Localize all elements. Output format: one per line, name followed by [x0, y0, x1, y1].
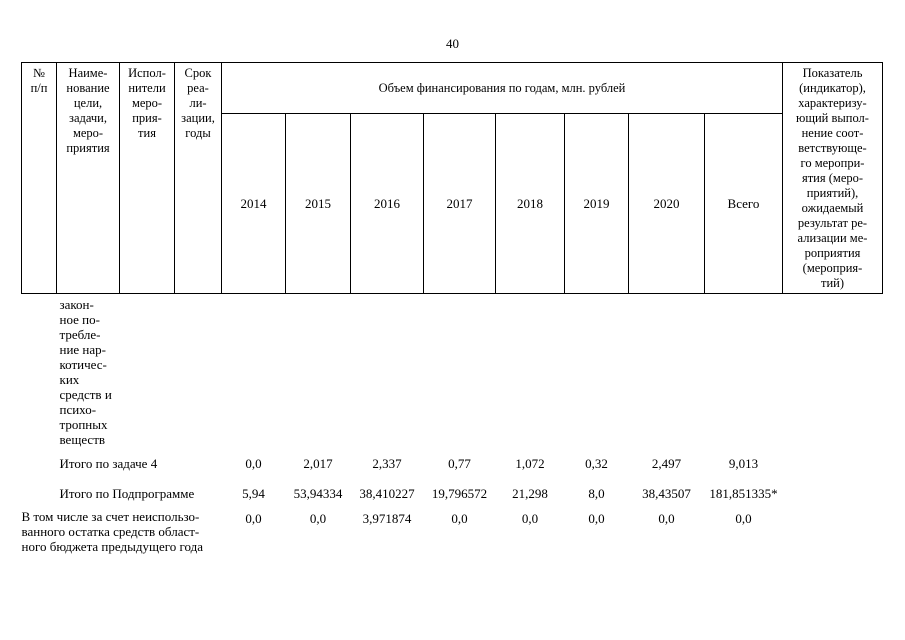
header-year: 2019 — [564, 113, 629, 294]
value-cell: 19,796572 — [431, 485, 488, 501]
continuation-row: закон- ное по- требле- ние нар- котичес-… — [22, 294, 883, 449]
header-indicator: Показатель (индикатор), характеризу- ющи… — [782, 62, 883, 294]
continuation-text: закон- ное по- требле- ние нар- котичес-… — [59, 297, 112, 447]
value-cell: 0,77 — [448, 455, 471, 471]
value-cell: 2,497 — [651, 455, 682, 471]
value-cell: 0,0 — [245, 455, 262, 471]
header-year: 2017 — [423, 113, 496, 294]
header-year: 2016 — [350, 113, 424, 294]
financing-table: № п/п Наиме- нование цели, задачи, меро-… — [21, 61, 883, 559]
value-cell: 181,851335* — [709, 485, 778, 501]
value-cell: 38,43507 — [642, 485, 691, 501]
header-year: 2015 — [285, 113, 351, 294]
table-header-row-1: № п/п Наиме- нование цели, задачи, меро-… — [21, 61, 883, 294]
value-cell: 0,0 — [245, 510, 262, 526]
value-cell: 0,0 — [309, 510, 327, 526]
value-cell: 9,013 — [728, 455, 759, 471]
value-cell: 2,337 — [372, 455, 402, 471]
value-cell: 1,072 — [515, 455, 545, 471]
header-name: Наиме- нование цели, задачи, меро- прият… — [56, 62, 120, 294]
table-row: В том числе за счет неиспользо- ванного … — [22, 509, 883, 559]
value-cell: 0,0 — [658, 510, 675, 526]
value-cell: 38,410227 — [359, 485, 415, 501]
value-cell: 8,0 — [588, 485, 605, 501]
value-cell: 0,32 — [585, 455, 608, 471]
value-cell: 0,0 — [451, 510, 468, 526]
empty-cell — [120, 294, 883, 449]
header-term: Срок реа- ли- зации, годы — [174, 62, 222, 294]
value-cell: 0,0 — [735, 510, 752, 526]
value-cell: 0,0 — [521, 510, 539, 526]
empty-cell — [22, 294, 57, 449]
row-label: Итого по Подпрограмме — [59, 486, 195, 501]
header-num: № п/п — [21, 62, 57, 294]
empty-cell — [783, 449, 883, 479]
empty-cell — [783, 509, 883, 559]
value-cell: 5,94 — [242, 485, 265, 501]
table-row: Итого по Подпрограмме 5,94 53,94334 38,4… — [22, 479, 883, 509]
value-cell: 3,971874 — [362, 510, 412, 526]
empty-cell — [783, 479, 883, 509]
value-cell: 0,0 — [588, 510, 605, 526]
row-label: В том числе за счет неиспользо- ванного … — [21, 508, 204, 554]
table-header-row-2: 2014 2015 2016 2017 2018 2019 2020 Всего — [22, 113, 883, 294]
value-cell: 21,298 — [512, 485, 548, 501]
row-label: Итого по задаче 4 — [59, 456, 158, 471]
header-executors: Испол- нители меро- прия- тия — [119, 62, 175, 294]
value-cell: 53,94334 — [293, 485, 343, 501]
header-year: 2018 — [495, 113, 565, 294]
header-total: Всего — [704, 113, 783, 294]
table-row: Итого по задаче 4 0,0 2,017 2,337 0,77 1… — [22, 449, 883, 479]
value-cell: 2,017 — [303, 455, 333, 471]
header-financing-title: Объем финансирования по годам, млн. рубл… — [221, 61, 783, 115]
header-year: 2014 — [221, 113, 286, 294]
header-year: 2020 — [628, 113, 705, 294]
page-number: 40 — [446, 36, 459, 51]
